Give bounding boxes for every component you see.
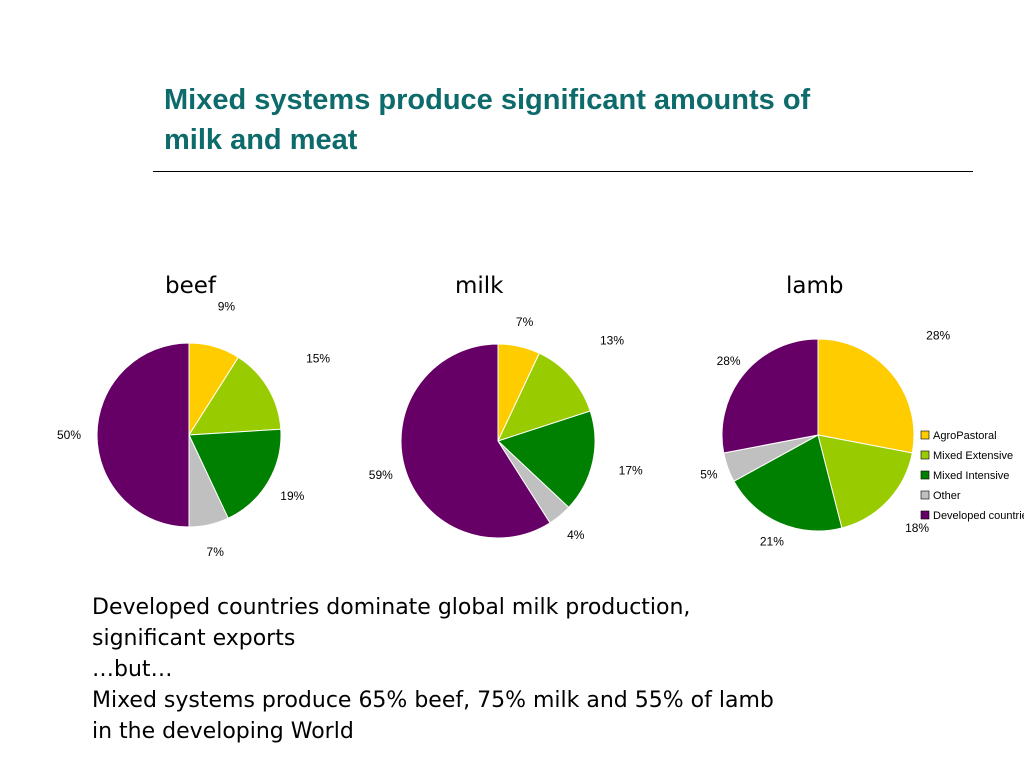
legend-swatch-agropastoral: [920, 430, 930, 440]
body-line-4: Mixed systems produce 65% beef, 75% milk…: [92, 688, 774, 713]
legend-label-agropastoral: AgroPastoral: [933, 430, 997, 442]
pie-title-milk: milk: [455, 273, 504, 299]
pie-slice-lamb-agropastoral: [817, 338, 915, 454]
pie-slice-milk-mixed-extensive: [497, 352, 591, 442]
pie-label-lamb-developed-countries: 28%: [717, 354, 741, 368]
legend-label-mixed-extensive: Mixed Extensive: [933, 450, 1013, 462]
pie-label-lamb-other: 5%: [700, 467, 718, 481]
body-line-5: in the developing World: [92, 719, 354, 744]
pie-slice-milk-developed-countries: [400, 343, 551, 539]
pie-label-beef-mixed-intensive: 19%: [280, 489, 304, 503]
body-line-1: Developed countries dominate global milk…: [92, 595, 691, 620]
pie-slice-beef-developed-countries: [96, 342, 190, 528]
pie-label-beef-agropastoral: 9%: [218, 299, 236, 313]
pie-slice-beef-mixed-intensive: [188, 428, 282, 519]
legend-label-other: Other: [933, 490, 961, 502]
pie-label-milk-agropastoral: 7%: [516, 315, 534, 329]
legend-label-developed-countries: Developed countries: [933, 510, 1024, 522]
pie-label-milk-other: 4%: [567, 528, 585, 542]
pie-slice-lamb-mixed-extensive: [817, 434, 913, 529]
pie-label-milk-developed-countries: 59%: [369, 468, 393, 482]
slide-title: Mixed systems produce significant amount…: [164, 80, 964, 160]
slide-title-line-2: milk and meat: [164, 124, 358, 156]
body-line-3: …but…: [92, 657, 173, 682]
body-line-2: significant exports: [92, 626, 296, 651]
pie-label-lamb-mixed-intensive: 21%: [760, 535, 784, 549]
pie-slice-lamb-mixed-intensive: [733, 434, 843, 532]
slide-title-line-1: Mixed systems produce significant amount…: [164, 84, 811, 116]
legend-label-mixed-intensive: Mixed Intensive: [933, 470, 1009, 482]
legend-swatch-developed-countries: [920, 510, 930, 520]
pie-label-beef-other: 7%: [207, 545, 225, 559]
pie-title-beef: beef: [165, 273, 216, 299]
pie-label-beef-developed-countries: 50%: [57, 428, 81, 442]
pie-label-milk-mixed-intensive: 17%: [619, 464, 643, 478]
pie-slice-lamb-developed-countries: [721, 338, 819, 454]
legend-swatch-other: [920, 490, 930, 500]
body-text: Developed countries dominate global milk…: [92, 592, 972, 747]
legend-swatch-mixed-extensive: [920, 450, 930, 460]
pie-label-beef-mixed-extensive: 15%: [306, 352, 330, 366]
pie-label-lamb-agropastoral: 28%: [926, 329, 950, 343]
title-divider: [153, 171, 973, 172]
pie-title-lamb: lamb: [786, 273, 844, 299]
legend-swatch-mixed-intensive: [920, 470, 930, 480]
pie-slice-milk-mixed-intensive: [497, 410, 596, 509]
pie-label-lamb-mixed-extensive: 18%: [905, 521, 929, 535]
pie-slice-beef-mixed-extensive: [188, 356, 282, 436]
pie-label-milk-mixed-extensive: 13%: [600, 334, 624, 348]
